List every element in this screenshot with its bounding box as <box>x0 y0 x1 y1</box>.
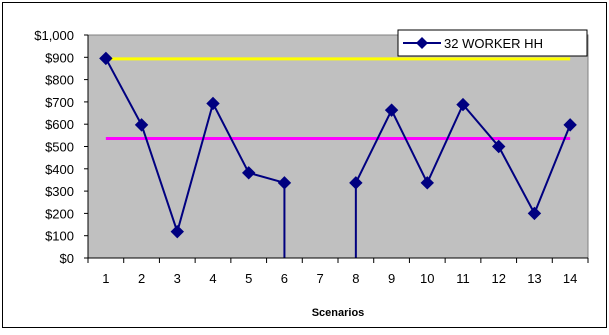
series-layer <box>99 51 577 258</box>
data-point <box>420 176 434 190</box>
y-tick-label: $400 <box>45 162 74 177</box>
data-point <box>384 103 399 117</box>
data-point <box>456 97 470 112</box>
series-line-segment <box>104 57 285 236</box>
data-point <box>134 118 149 132</box>
y-tick-label: $700 <box>45 95 74 110</box>
x-tick-label: 6 <box>281 271 288 286</box>
y-tick-label: $100 <box>45 229 74 244</box>
x-tick-label: 12 <box>491 271 505 286</box>
legend-label: 32 WORKER HH <box>444 36 543 51</box>
x-tick-label: 11 <box>456 271 470 286</box>
y-tick-label: $500 <box>45 140 74 155</box>
x-tick-label: 9 <box>388 271 395 286</box>
plot-area <box>87 34 589 259</box>
x-tick-label: 8 <box>352 271 359 286</box>
data-point <box>99 51 113 66</box>
y-tick-label: $200 <box>45 206 74 221</box>
x-axis-label: Scenarios <box>312 307 365 319</box>
legend: 32 WORKER HH <box>397 29 588 57</box>
data-point <box>206 96 220 111</box>
data-point <box>277 176 292 190</box>
x-tick-label: 2 <box>138 271 145 286</box>
data-point <box>170 224 184 239</box>
x-tick-label: 1 <box>102 271 109 286</box>
x-tick-label: 5 <box>245 271 252 286</box>
x-tick-label: 4 <box>209 271 216 286</box>
data-point <box>527 206 542 221</box>
data-point <box>349 176 363 190</box>
y-tick-label: $600 <box>45 117 74 132</box>
data-point <box>563 118 577 132</box>
y-tick-label: $0 <box>60 251 74 266</box>
x-tick-label: 13 <box>527 271 541 286</box>
y-tick-label: $300 <box>45 184 74 199</box>
data-point <box>242 166 256 180</box>
legend-marker <box>416 37 428 49</box>
y-tick-label: $1,000 <box>34 28 74 43</box>
x-tick-label: 14 <box>563 271 577 286</box>
y-axis: $0 $100 $200 $300 $400 $500 $600 $700 $800 $900 $1… <box>34 28 89 266</box>
x-tick-label: 7 <box>317 271 324 286</box>
y-tick-label: $900 <box>45 50 74 65</box>
x-tick-label: 10 <box>420 271 434 286</box>
x-axis: 1 2 3 4 5 6 7 8 9 10 11 12 13 14 <box>87 257 589 286</box>
y-tick-label: $800 <box>45 73 74 88</box>
x-tick-label: 3 <box>174 271 181 286</box>
data-point <box>492 139 506 154</box>
